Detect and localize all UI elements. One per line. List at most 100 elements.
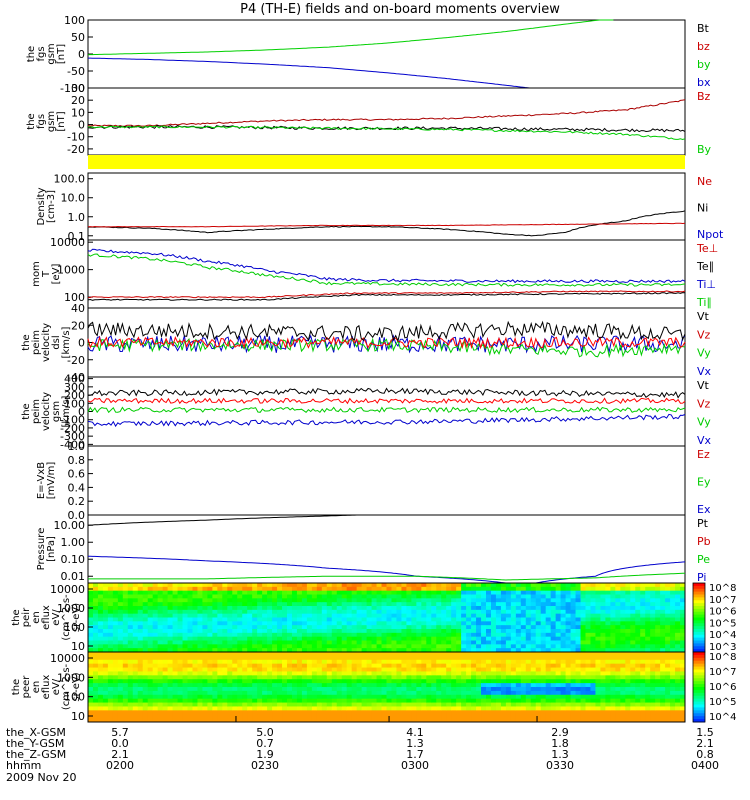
spectrogram-cell (640, 687, 646, 692)
spectrogram-cell (102, 659, 109, 665)
spectrogram-cell (152, 594, 159, 599)
spectrogram-cell (595, 609, 601, 615)
spectrogram-cell (645, 655, 651, 661)
spectrogram-cell (277, 644, 283, 649)
spectrogram-cell (137, 671, 144, 676)
spectrogram-cell (212, 609, 218, 615)
spectrogram-cell (421, 625, 427, 630)
spectrogram-cell (520, 687, 527, 692)
spectrogram-cell (615, 679, 621, 684)
spectrogram-cell (112, 718, 119, 723)
spectrogram-cell (431, 710, 437, 715)
y-axis-label-line: eflux (41, 605, 52, 630)
spectrogram-cell (257, 710, 263, 715)
spectrogram-cell (391, 625, 397, 630)
spectrogram-cell (356, 598, 363, 603)
spectrogram-cell (431, 679, 437, 684)
spectrogram-cell (650, 609, 656, 615)
spectrogram-cell (376, 667, 383, 672)
spectrogram-cell (262, 702, 268, 707)
spectrogram-cell (675, 714, 681, 719)
spectrogram-cell (112, 644, 119, 649)
spectrogram-cell (336, 652, 343, 657)
spectrogram-cell (267, 609, 273, 615)
spectrogram-cell (182, 659, 188, 665)
spectrogram-cell (421, 629, 427, 634)
spectrogram-cell (426, 659, 432, 665)
spectrogram-cell (500, 710, 507, 715)
spectrogram-cell (117, 609, 124, 615)
spectrogram-cell (490, 714, 497, 719)
spectrogram-cell (257, 652, 263, 657)
spectrogram-cell (401, 671, 407, 676)
spectrogram-cell (167, 667, 174, 672)
spectrogram-cell (530, 632, 537, 638)
spectrogram-cell (600, 625, 606, 630)
spectrogram-cell (615, 586, 621, 592)
spectrogram-cell (351, 617, 358, 622)
spectrogram-cell (381, 687, 387, 692)
spectrogram-cell (222, 659, 228, 665)
spectrogram-cell (296, 659, 303, 665)
spectrogram-cell (212, 675, 218, 680)
spectrogram-cell (461, 671, 467, 676)
spectrogram-cell (272, 640, 278, 645)
spectrogram-cell (505, 706, 512, 711)
spectrogram-cell (381, 617, 387, 622)
spectrogram-cell (665, 625, 671, 630)
spectrogram-cell (436, 702, 442, 707)
spectrogram-cell (371, 629, 378, 634)
spectrogram-cell (391, 706, 397, 711)
spectrogram-cell (446, 675, 452, 680)
spectrogram-cell (391, 648, 397, 653)
spectrogram-cell (481, 598, 487, 603)
spectrogram-cell (217, 636, 223, 641)
spectrogram-cell (152, 632, 159, 638)
spectrogram-cell (177, 694, 184, 700)
spectrogram-cell (525, 667, 532, 672)
spectrogram-cell (660, 621, 666, 626)
spectrogram-cell (481, 663, 487, 669)
spectrogram-cell (495, 679, 502, 684)
spectrogram-cell (92, 629, 99, 634)
spectrogram-cell (416, 702, 422, 707)
spectrogram-cell (525, 714, 532, 719)
spectrogram-cell (296, 718, 303, 723)
spectrogram-cell (147, 706, 154, 711)
spectrogram-cell (575, 652, 582, 657)
spectrogram-cell (107, 625, 114, 630)
spectrogram-cell (122, 714, 129, 719)
spectrogram-cell (107, 659, 114, 665)
series-line-Ti⊥ (87, 248, 686, 284)
spectrogram-cell (421, 648, 427, 653)
spectrogram-cell (137, 655, 144, 661)
spectrogram-cell (490, 609, 497, 615)
spectrogram-cell (575, 617, 582, 622)
spectrogram-cell (137, 698, 144, 704)
spectrogram-cell (247, 659, 253, 665)
spectrogram-cell (162, 644, 169, 649)
spectrogram-cell (565, 652, 572, 657)
y-tick-label: 200 (64, 389, 85, 402)
spectrogram-cell (321, 602, 328, 607)
spectrogram-cell (471, 609, 477, 615)
spectrogram-cell (680, 671, 686, 676)
spectrogram-cell (446, 629, 452, 634)
spectrogram-cell (675, 667, 681, 672)
spectrogram-cell (451, 613, 457, 618)
spectrogram-cell (311, 632, 318, 638)
spectrogram-cell (267, 652, 273, 657)
spectrogram-cell (157, 590, 164, 595)
spectrogram-cell (232, 609, 238, 615)
spectrogram-cell (102, 602, 109, 607)
spectrogram-cell (252, 683, 258, 688)
spectrogram-cell (137, 687, 144, 692)
spectrogram-cell (396, 671, 402, 676)
spectrogram-cell (291, 679, 298, 684)
spectrogram-cell (570, 687, 577, 692)
y-axis-label-line: Density (36, 187, 47, 225)
spectrogram-cell (391, 690, 397, 696)
spectrogram-cell (97, 714, 104, 719)
spectrogram-cell (406, 644, 412, 649)
spectrogram-cell (127, 590, 134, 595)
